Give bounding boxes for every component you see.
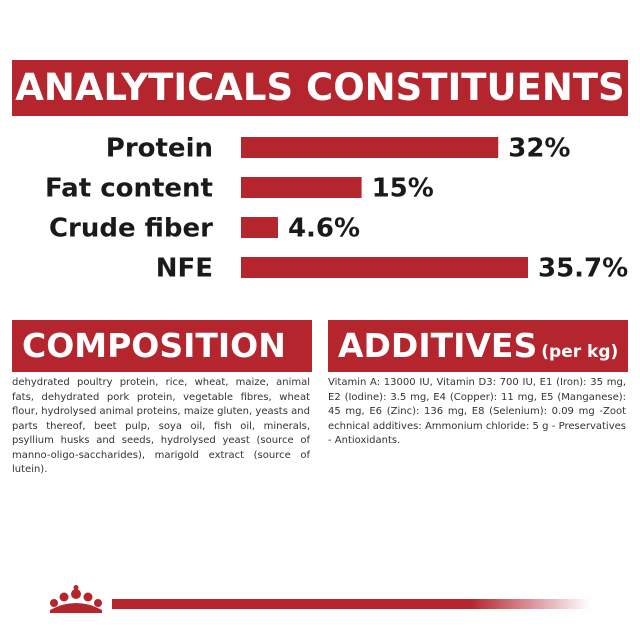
bar: [241, 137, 499, 158]
composition-text: dehydrated poultry protein, rice, wheat,…: [12, 377, 310, 475]
category-label: Fat content: [45, 174, 213, 204]
additives-banner: ADDITIVES (per kg): [328, 320, 628, 372]
constituents-chart: Protein 32% Fat content 15% Crude fiber 4.6% N…: [45, 134, 628, 284]
category-label: Crude fiber: [49, 214, 213, 244]
analytics-title: ANALYTICALS CONSTITUENTS: [15, 66, 625, 109]
value-label: 4.6%: [288, 214, 360, 244]
value-label: 35.7%: [538, 254, 628, 284]
value-label: 32%: [508, 134, 570, 164]
additives-text: Vitamin A: 13000 IU, Vitamin D3: 700 IU,…: [328, 377, 626, 446]
category-label: Protein: [106, 134, 213, 164]
composition-banner: COMPOSITION: [12, 320, 312, 372]
bar: [241, 177, 362, 198]
category-label: NFE: [156, 254, 213, 284]
bar: [241, 257, 528, 278]
additives-title: ADDITIVES (per kg): [338, 320, 618, 372]
bar: [241, 217, 278, 238]
additives-title-main: ADDITIVES: [338, 326, 538, 365]
value-label: 15%: [372, 174, 434, 204]
footer-rule: [112, 599, 590, 609]
royal-canin-crown-icon: [50, 585, 102, 613]
composition-title: COMPOSITION: [22, 326, 286, 365]
analytics-banner: ANALYTICALS CONSTITUENTS: [12, 60, 628, 116]
additives-unit: (per kg): [541, 342, 619, 362]
